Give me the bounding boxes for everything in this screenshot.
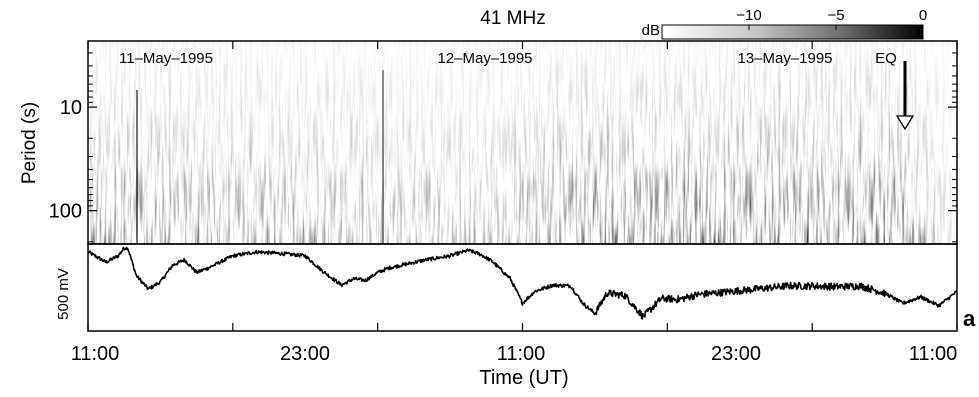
x-tick-label-2: 23:00 — [280, 343, 330, 365]
colorbar-tick-label: 0 — [919, 7, 927, 24]
panel-label: a — [963, 306, 976, 331]
spectrogram-time-fade — [88, 41, 957, 244]
day-label-1: 11–May–1995 — [119, 50, 213, 67]
timeseries-y-label: 500 mV — [55, 268, 72, 320]
y-tick-label: 100 — [49, 201, 82, 223]
x-axis-label: Time (UT) — [479, 367, 568, 389]
colorbar-ramp — [661, 24, 924, 40]
x-tick-label-5: 11:00 — [909, 343, 958, 365]
colorbar-label: dB — [642, 22, 660, 39]
y-tick-label: 10 — [60, 97, 82, 119]
colorbar: dB −10 −5 0 — [642, 7, 927, 40]
chart-title: 41 MHz — [480, 8, 545, 29]
signal-line — [88, 246, 957, 320]
x-tick-label-1: 11:00 — [71, 343, 120, 365]
timeseries-panel: 500 mV 11:00 23:00 11:00 23:00 11:00 Tim… — [55, 41, 976, 389]
x-tick-label-3: 11:00 — [497, 343, 546, 365]
eq-arrow-head — [895, 115, 915, 131]
day-label-2: 12–May–1995 — [437, 50, 532, 67]
y-axis-label: Period (s) — [19, 102, 40, 184]
x-tick-label-4: 23:00 — [711, 343, 761, 365]
spectrogram-panel: 11–May–1995 12–May–1995 13–May–1995 EQ 1… — [19, 40, 958, 245]
day-label-3: 13–May–1995 — [737, 50, 832, 67]
eq-label: EQ — [875, 50, 897, 67]
colorbar-tick-label: −5 — [827, 7, 844, 24]
colorbar-tick-label: −10 — [736, 7, 761, 24]
